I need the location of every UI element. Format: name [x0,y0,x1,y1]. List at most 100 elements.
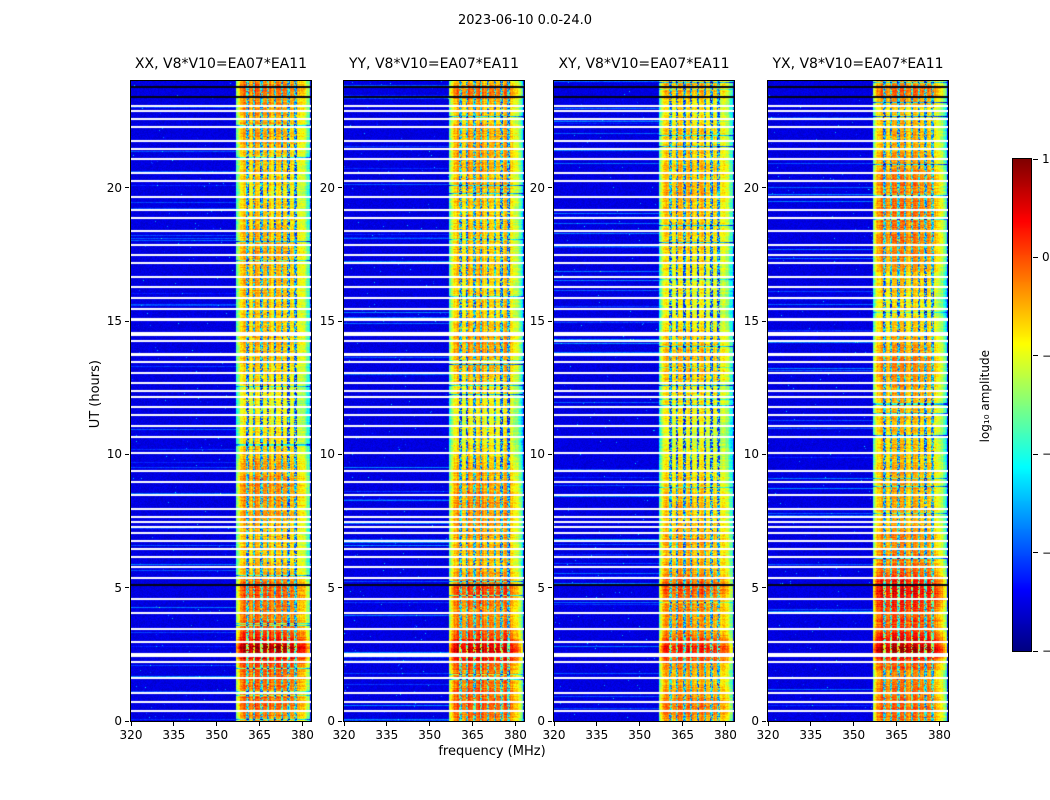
spectrogram-canvas [554,81,734,721]
panel-title: XX, V8*V10=EA07*EA11 [134,56,308,72]
colorbar-tick [1033,158,1038,160]
y-tick-label: 5 [114,580,122,595]
colorbar-canvas [1013,159,1031,651]
colorbar-frame [1012,158,1032,652]
x-tick [514,722,516,726]
x-tick [938,722,940,726]
y-tick [125,453,129,455]
x-tick [173,722,175,726]
colorbar-tick [1033,552,1038,554]
panel-xx: XX, V8*V10=EA07*EA11 320 335 350 365 380 0 5 10… [107,56,314,742]
spectrogram-plot [130,80,312,722]
x-tick-label: 350 [205,728,229,742]
panel-yx: YX, V8*V10=EA07*EA11 320 335 350 365 380 0 5 10… [744,56,951,742]
x-tick [259,722,261,726]
x-tick-label: 320 [756,728,780,742]
colorbar-tick-label: −2 [1042,447,1050,462]
colorbar-tick-label: −1 [1042,348,1050,363]
colorbar-label: log₁₀ amplitude [978,350,992,443]
y-tick-label: 15 [319,314,335,328]
spectrogram-plot [767,80,949,722]
y-tick [762,587,766,589]
spectrogram-plot [553,80,735,722]
x-tick-label: 365 [671,728,695,742]
y-tick [125,720,129,722]
x-tick [553,722,555,726]
y-tick [548,587,552,589]
spectrogram-plot [343,80,525,722]
y-tick [338,453,342,455]
y-tick-label: 5 [537,580,545,595]
y-tick-label: 20 [743,180,759,195]
x-tick [429,722,431,726]
figure-title: 2023-06-10 0.0-24.0 [458,13,592,28]
y-axis-label: UT (hours) [88,360,103,429]
x-tick-label: 365 [248,728,272,742]
y-tick-label: 15 [743,314,759,328]
x-tick-label: 320 [542,728,566,742]
y-tick [548,720,552,722]
y-tick [338,587,342,589]
y-tick-label: 0 [537,714,545,728]
y-tick [762,320,766,322]
x-tick-label: 350 [418,728,442,742]
y-tick-label: 0 [751,714,759,728]
x-tick [767,722,769,726]
x-tick [682,722,684,726]
x-tick-label: 335 [162,728,186,742]
y-tick [548,187,552,189]
x-tick [810,722,812,726]
x-tick [301,722,303,726]
panel-title: XY, V8*V10=EA07*EA11 [558,56,730,72]
x-tick-label: 380 [290,728,314,742]
x-tick-label: 320 [332,728,356,742]
x-tick [216,722,218,726]
colorbar-tick-label: −4 [1042,644,1050,658]
x-tick [596,722,598,726]
x-axis-label: frequency (MHz) [438,744,546,759]
panel-title: YX, V8*V10=EA07*EA11 [772,56,944,72]
y-tick-label: 20 [106,180,122,195]
x-tick [896,722,898,726]
x-tick-label: 380 [927,728,951,742]
panel-xy: XY, V8*V10=EA07*EA11 320 335 350 365 380 0 5 10… [530,56,737,742]
panel-yy: YY, V8*V10=EA07*EA11 320 335 350 365 380 0 5 10… [320,56,527,742]
x-tick-label: 335 [585,728,609,742]
x-tick [386,722,388,726]
spectrogram-canvas [344,81,524,721]
y-tick [338,720,342,722]
x-tick-label: 365 [461,728,485,742]
colorbar: 1 0 −1 −2 −3 −4 [1012,152,1050,658]
colorbar-tick-label: 0 [1042,250,1050,265]
y-tick-label: 15 [529,314,545,328]
x-tick [130,722,132,726]
colorbar-tick [1033,650,1038,652]
y-tick-label: 0 [327,714,335,728]
panel-title: YY, V8*V10=EA07*EA11 [348,56,520,72]
y-tick [338,320,342,322]
colorbar-tick [1033,453,1038,455]
y-tick [548,320,552,322]
y-tick-label: 10 [319,447,335,462]
x-tick [639,722,641,726]
spectrogram-canvas [131,81,311,721]
x-tick [724,722,726,726]
x-tick-label: 335 [375,728,399,742]
x-tick-label: 380 [713,728,737,742]
y-tick-label: 5 [751,580,759,595]
y-tick [338,187,342,189]
y-tick [762,187,766,189]
colorbar-tick [1033,256,1038,258]
y-tick [762,720,766,722]
x-tick [343,722,345,726]
y-tick [762,453,766,455]
y-tick [125,187,129,189]
y-tick-label: 10 [529,447,545,462]
x-tick-label: 350 [628,728,652,742]
x-tick-label: 380 [503,728,527,742]
y-tick [125,320,129,322]
x-tick [472,722,474,726]
y-tick-label: 0 [114,714,122,728]
x-tick-label: 350 [842,728,866,742]
